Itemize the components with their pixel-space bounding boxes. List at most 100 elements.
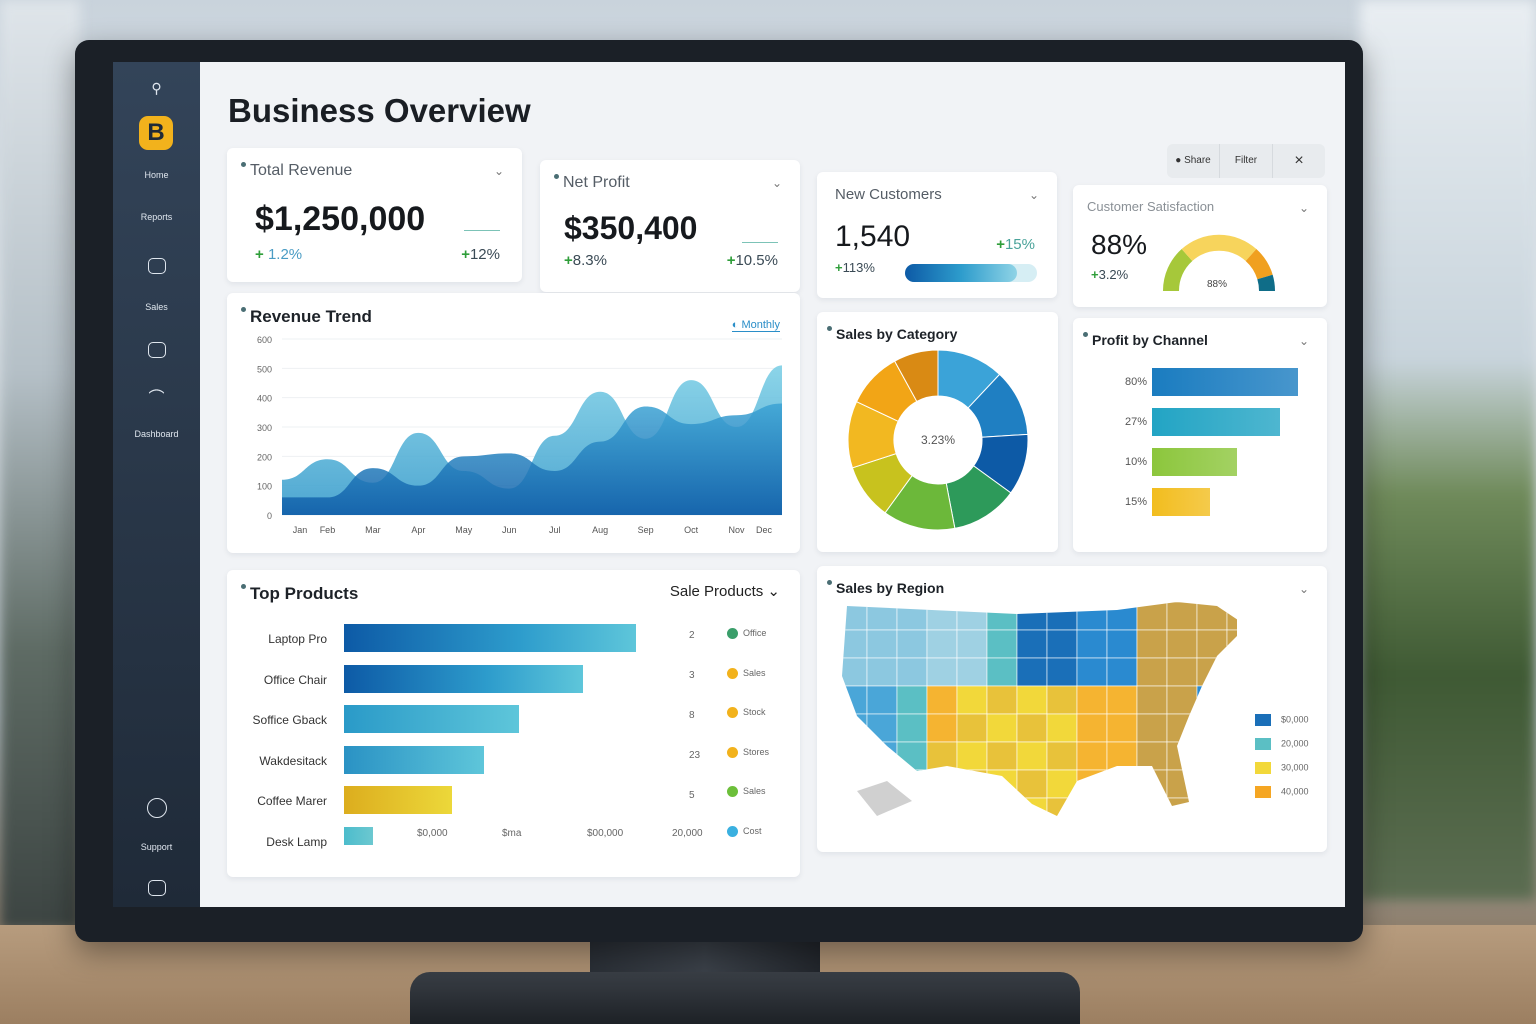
map-state (1016, 602, 1048, 631)
card-title: Customer Satisfaction (1087, 199, 1215, 214)
kpi-value: 88% (1091, 229, 1148, 260)
sidebar-support-label[interactable]: Support (140, 842, 173, 852)
map-state (1226, 797, 1237, 816)
legend-item: Stock (727, 707, 766, 719)
card-title: Profit by Channel (1092, 332, 1208, 348)
map-state (1136, 602, 1168, 631)
toggle-label: Monthly (741, 319, 780, 331)
sidebar-item-reports[interactable]: Reports (113, 212, 200, 222)
dot-icon (827, 580, 832, 585)
sidebar-item-home[interactable]: Home (113, 170, 200, 180)
legend-label: Sales (743, 786, 766, 796)
map-state (1076, 629, 1108, 659)
map-state (1136, 629, 1168, 659)
us-region-map (842, 602, 1237, 816)
sidebar-item-data[interactable] (113, 342, 200, 360)
profit-by-channel-card: Profit by Channel ⌄ 80% 27% 10% 15% (1073, 318, 1327, 552)
map-state (1196, 602, 1228, 631)
sidebar-item-dashboard[interactable]: Dashboard (113, 429, 200, 439)
map-state (926, 741, 958, 771)
sidebar-item-analytics[interactable] (113, 258, 200, 276)
gauge-segment (1257, 274, 1275, 292)
y-tick-label: 500 (257, 364, 272, 374)
map-state (1046, 769, 1078, 799)
chevron-down-icon[interactable]: ⌄ (493, 164, 504, 178)
share-button[interactable]: ● Share (1167, 144, 1220, 178)
channel-bar (1152, 368, 1298, 396)
map-state (1076, 713, 1108, 743)
legend-label: $0,000 (1281, 714, 1309, 725)
kpi-delta: 3.2% (1098, 267, 1129, 282)
legend-item: 40,000 (1255, 786, 1309, 798)
database-icon (147, 342, 166, 358)
card-title: New Customers (835, 186, 942, 203)
menu-icon[interactable]: ⚲ (151, 80, 162, 96)
dot-icon (241, 307, 246, 312)
map-state (926, 629, 958, 659)
map-state (1196, 741, 1228, 771)
card-title-text: Net Profit (563, 174, 630, 191)
top-products-card: Top Products Sale Products ⌄ Laptop Pro O… (227, 570, 800, 877)
map-state (1136, 741, 1168, 771)
area-series-1 (282, 403, 782, 515)
kpi-delta-right: 12% (469, 246, 500, 263)
customers-progress-track (905, 264, 1037, 282)
map-state (1136, 713, 1168, 743)
product-count: 2 (689, 630, 695, 641)
map-state (956, 602, 988, 631)
map-state (986, 741, 1018, 771)
map-state (1046, 685, 1078, 715)
map-state (1226, 741, 1237, 771)
dot-icon (554, 174, 559, 179)
channel-label: 15% (1124, 496, 1147, 508)
chevron-down-icon[interactable]: ⌄ (1298, 201, 1309, 215)
products-selector[interactable]: Sale Products ⌄ (669, 583, 780, 600)
sidebar-item-goals[interactable]: ⌒ (113, 384, 200, 408)
x-tick-label: Mar (365, 525, 381, 535)
header-actions: ● Share Filter × (1167, 144, 1325, 178)
sparkline (742, 242, 778, 243)
donut-slice (893, 349, 939, 403)
x-tick-label: Oct (684, 525, 699, 535)
x-tick-label: Dec (756, 525, 773, 535)
chevron-down-icon[interactable]: ⌄ (1298, 582, 1309, 596)
map-state (896, 657, 928, 687)
map-state (1226, 685, 1237, 715)
sidebar-item-profile[interactable] (113, 880, 200, 898)
chevron-down-icon[interactable]: ⌄ (1298, 334, 1309, 348)
filter-button[interactable]: Filter (1220, 144, 1273, 178)
selector-label: Sale Products (669, 583, 764, 600)
product-count: 5 (689, 790, 695, 801)
product-bar (344, 786, 453, 814)
close-button[interactable]: × (1294, 152, 1304, 169)
gauge-segment (1245, 249, 1273, 280)
dashboard-screen: ⚲ B Home Reports Sales ⌒ Dashboard Suppo… (113, 62, 1345, 907)
map-state (1016, 797, 1048, 816)
sidebar-item-support[interactable] (113, 798, 200, 820)
card-title: Total Revenue (241, 162, 352, 180)
chevron-down-icon[interactable]: ⌄ (1028, 188, 1039, 202)
app-logo: B (139, 116, 173, 150)
dot-icon (827, 326, 832, 331)
map-state (1076, 657, 1108, 687)
legend-swatch (1255, 762, 1271, 774)
map-state (926, 657, 958, 687)
revenue-trend-chart: 0 100 200 300 400 500 600 Jan Feb Mar Apr May Jun Jul… (257, 335, 782, 535)
map-state (1076, 769, 1108, 799)
product-count: 8 (689, 710, 695, 721)
legend-dot (727, 707, 738, 719)
background-window (1360, 0, 1536, 900)
sidebar: ⚲ B Home Reports Sales ⌒ Dashboard Suppo… (113, 62, 200, 907)
legend-dot (727, 825, 738, 837)
x-tick-label: Jul (549, 525, 561, 535)
product-bar (344, 624, 636, 652)
sidebar-item-sales[interactable]: Sales (113, 302, 200, 312)
channel-label: 80% (1124, 376, 1147, 388)
map-state (1046, 629, 1078, 659)
customers-progress-fill (905, 264, 1018, 282)
monthly-toggle[interactable]: ◐ Monthly (731, 319, 780, 332)
map-state (1196, 769, 1228, 799)
product-label: Laptop Pro (268, 632, 327, 646)
chevron-down-icon[interactable]: ⌄ (771, 176, 782, 190)
legend-swatch (1255, 786, 1271, 798)
